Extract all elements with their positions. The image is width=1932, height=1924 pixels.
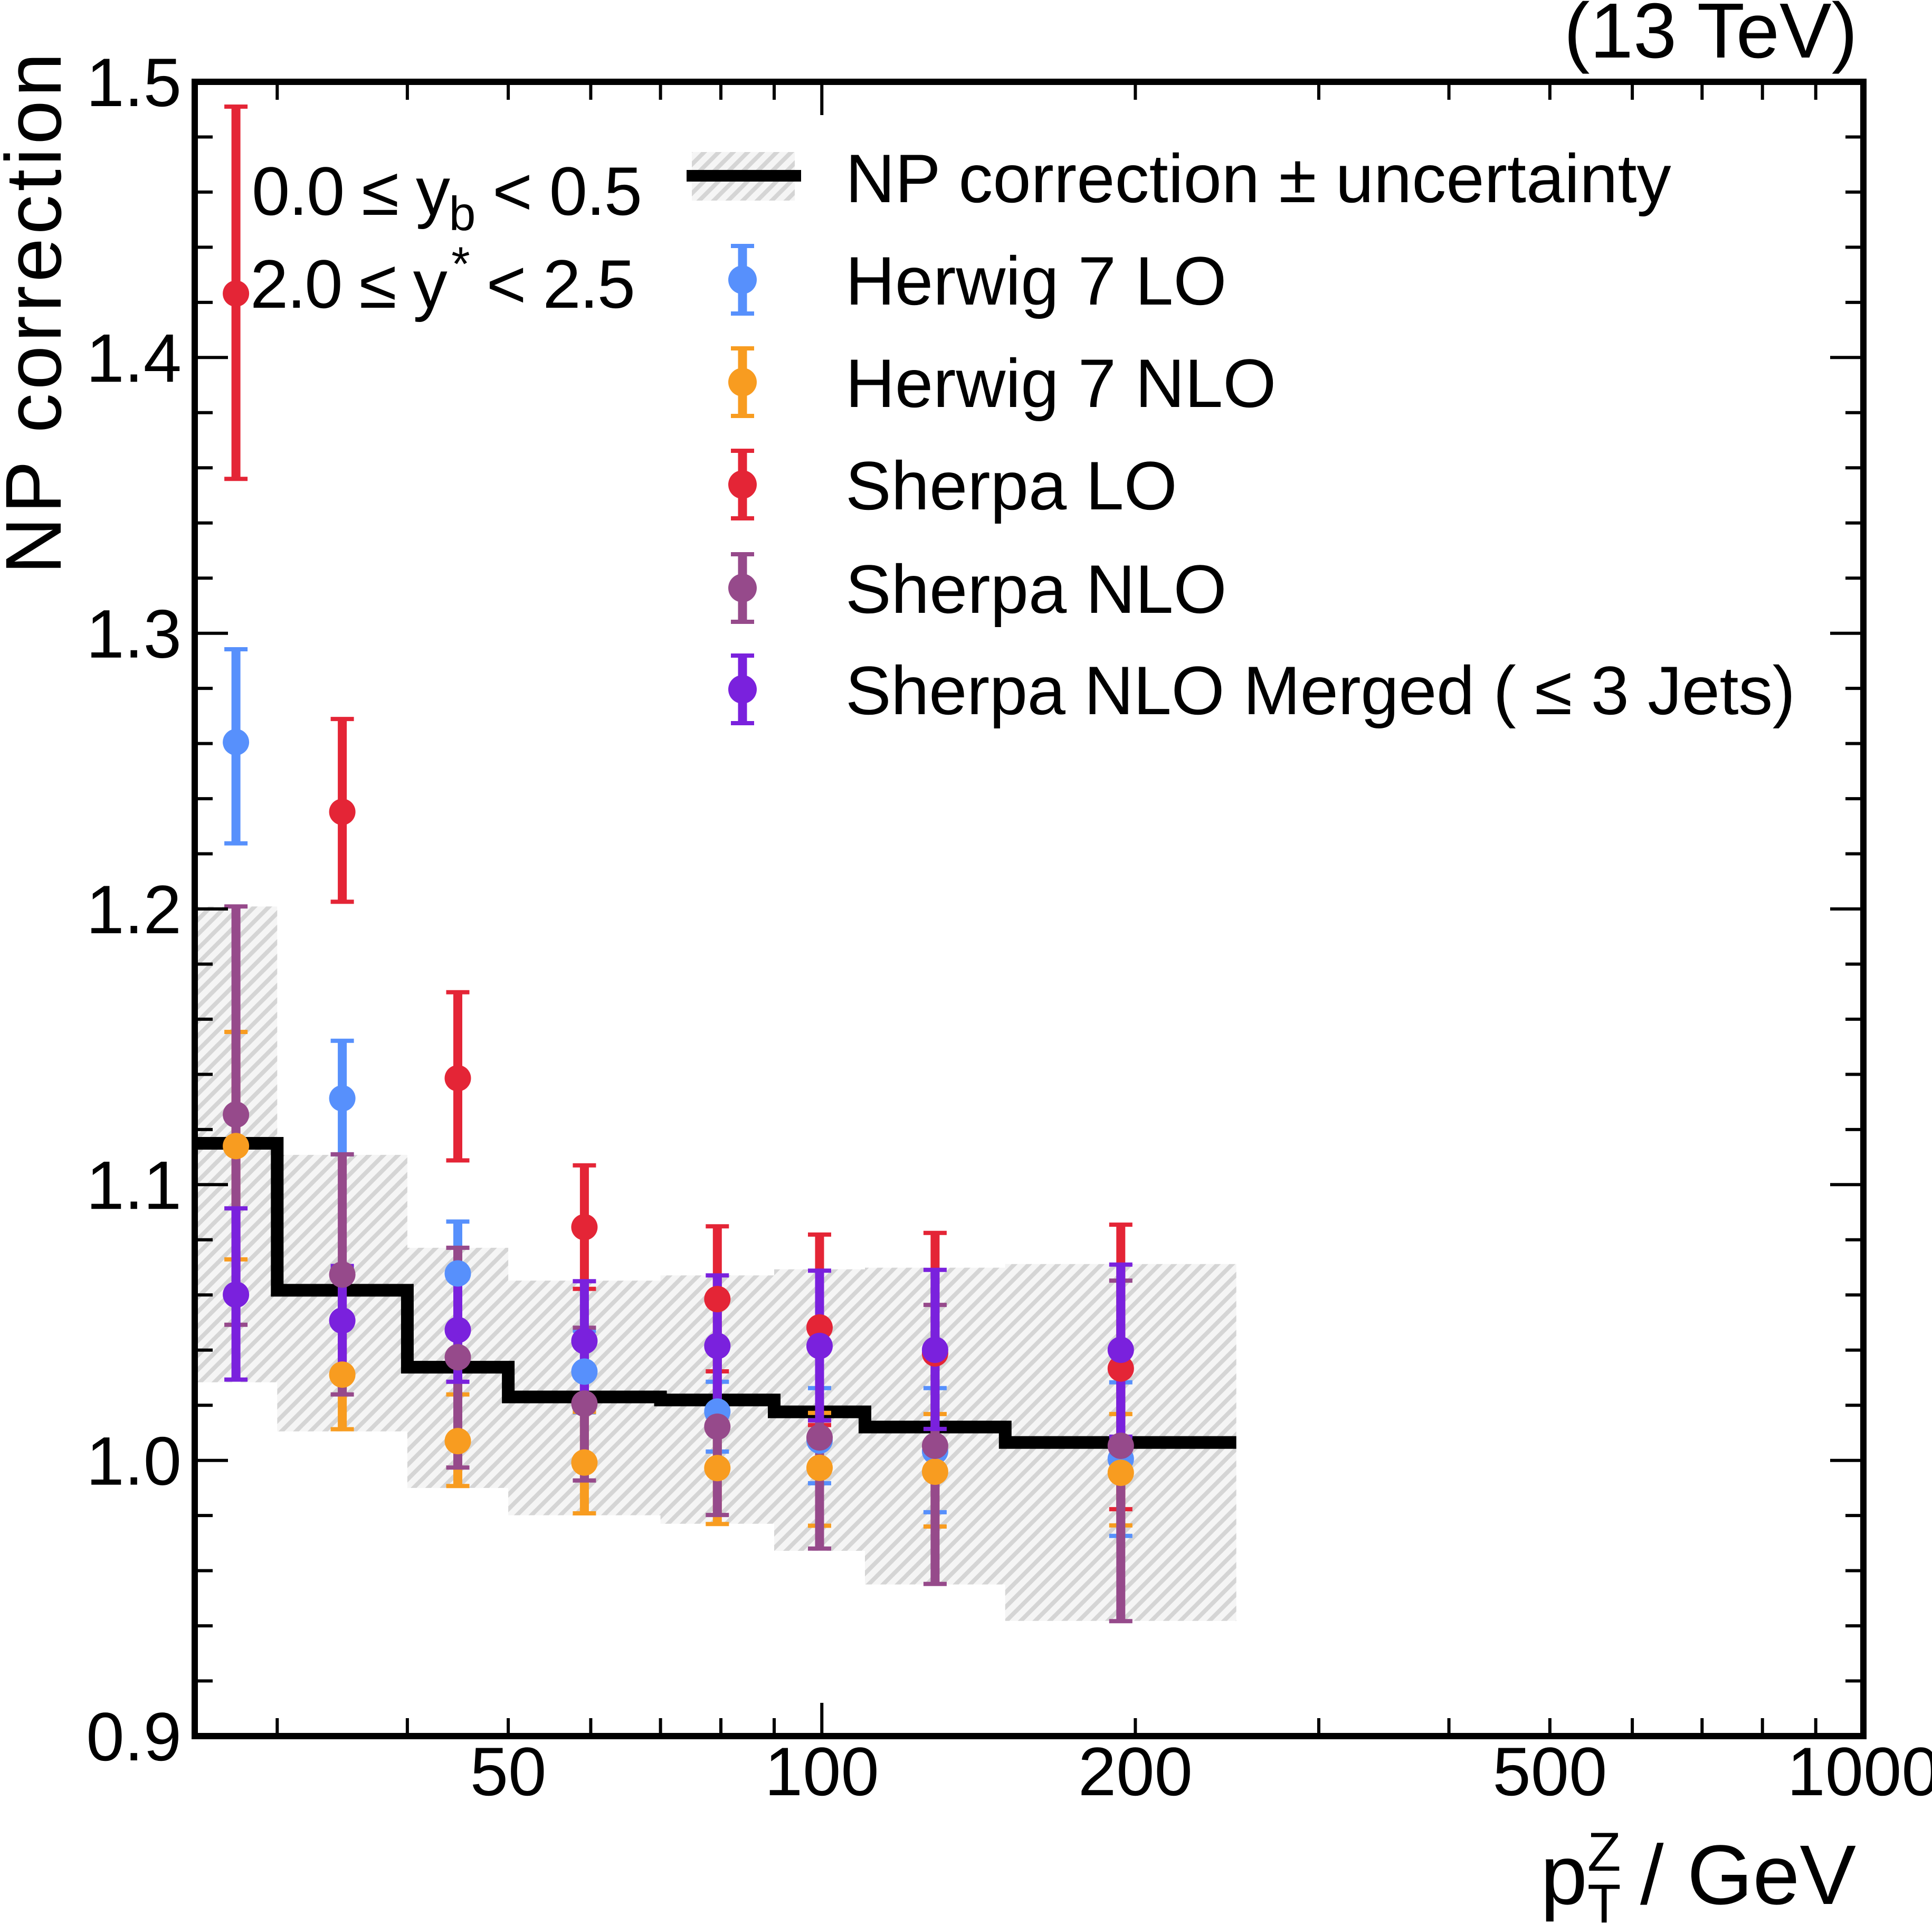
svg-text:NP correction ± uncertainty: NP correction ± uncertainty [845,140,1671,217]
svg-text:p: p [1540,1827,1587,1922]
svg-text:0.9: 0.9 [86,1698,182,1775]
svg-text:1.1: 1.1 [86,1146,182,1224]
svg-text:Herwig 7 NLO: Herwig 7 NLO [845,345,1276,422]
svg-text:100: 100 [765,1733,879,1810]
svg-text:1000: 1000 [1787,1733,1932,1810]
svg-text:/ GeV: / GeV [1640,1827,1856,1922]
svg-text:(13 TeV): (13 TeV) [1564,0,1858,74]
svg-text:1.4: 1.4 [86,319,182,396]
svg-text:2.0 ≤ y* < 2.5: 2.0 ≤ y* < 2.5 [250,238,635,323]
svg-text:0.0 ≤ yb < 0.5: 0.0 ≤ yb < 0.5 [252,153,642,241]
svg-text:1.2: 1.2 [86,871,182,948]
svg-text:T: T [1587,1873,1621,1924]
svg-text:Sherpa NLO Merged ( ≤ 3 Jets): Sherpa NLO Merged ( ≤ 3 Jets) [845,652,1795,729]
svg-text:1.0: 1.0 [86,1423,182,1500]
svg-text:500: 500 [1492,1733,1607,1810]
svg-text:Herwig 7 LO: Herwig 7 LO [845,242,1227,319]
svg-text:50: 50 [470,1733,547,1810]
svg-text:1.5: 1.5 [86,44,182,121]
svg-text:Sherpa NLO: Sherpa NLO [845,551,1227,628]
svg-text:Z: Z [1587,1822,1621,1883]
svg-text:1.3: 1.3 [86,595,182,672]
svg-text:200: 200 [1078,1733,1193,1810]
svg-text:Sherpa LO: Sherpa LO [845,447,1177,524]
